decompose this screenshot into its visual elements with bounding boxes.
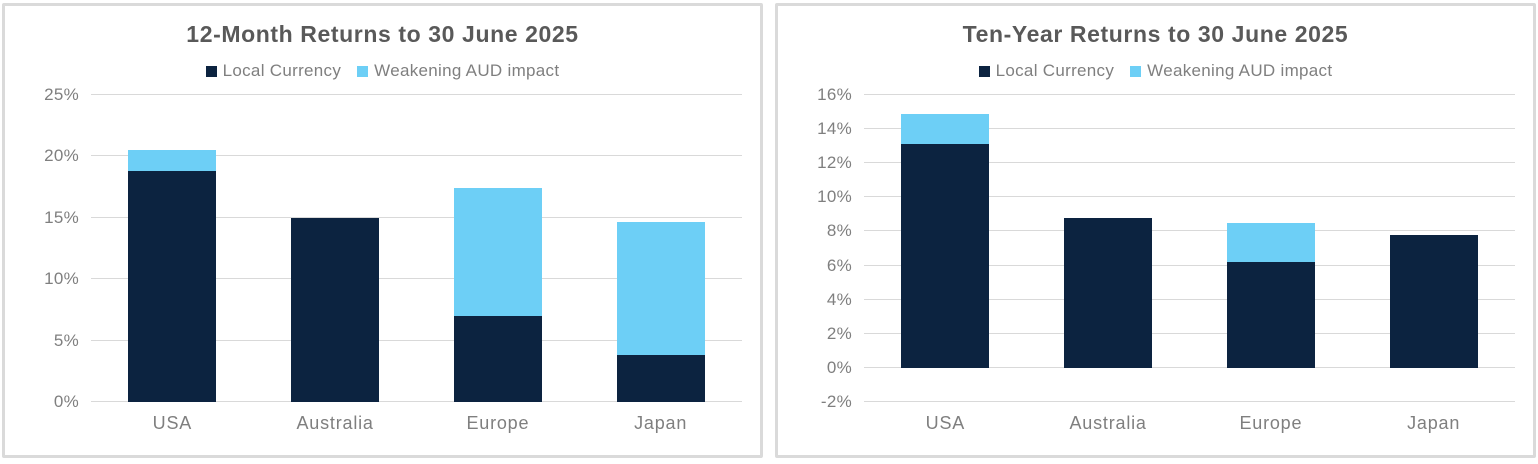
plot-grid: USA Australia Europe Japan: [864, 94, 1515, 433]
x-axis-category-label: USA: [925, 413, 966, 433]
gridline: [864, 401, 1515, 402]
x-axis-category-label: Europe: [1239, 413, 1303, 433]
local-currency-swatch-icon: [978, 65, 990, 77]
chart-title: Ten-Year Returns to 30 June 2025: [962, 21, 1349, 47]
bar-segment-weakening-aud-impact: [901, 113, 990, 145]
gridline: [91, 155, 742, 157]
bar-segment-weakening-aud-impact: [453, 188, 542, 317]
gridline: [91, 278, 742, 280]
y-axis-tick-label: 20%: [44, 146, 79, 166]
aud-impact-swatch-icon: [357, 65, 369, 77]
bar-segment-weakening-aud-impact: [616, 221, 705, 356]
y-axis-tick-label: 10%: [44, 269, 79, 289]
chart-title: 12-Month Returns to 30 June 2025: [186, 21, 579, 47]
legend-item-aud-impact: Weakening AUD impact: [357, 61, 559, 81]
bar-slot-australia: Australia: [254, 95, 417, 433]
y-axis-tick-label: 6%: [826, 255, 852, 275]
bar-segment-local-currency: [1064, 217, 1153, 368]
plot-area: -2% 0% 2% 4% 6% 8% 10% 12% 14% 16% USA Australia Eu…: [778, 85, 1515, 433]
gridline: [91, 94, 742, 95]
gridline: [864, 264, 1515, 266]
gridline: [864, 128, 1515, 130]
bar-segment-weakening-aud-impact: [128, 150, 217, 172]
legend-label-aud-impact: Weakening AUD impact: [374, 61, 560, 80]
bar-slot-japan: Japan: [579, 95, 742, 433]
y-axis-tick-label: 12%: [817, 153, 852, 173]
x-axis-category-label: Japan: [634, 413, 688, 433]
gridline: [864, 94, 1515, 95]
x-axis-category-label: USA: [152, 413, 193, 433]
bar-segment-local-currency: [616, 355, 705, 402]
y-axis-tick-label: 0%: [826, 357, 852, 377]
bar-slot-europe: Europe: [1190, 95, 1353, 433]
bar-segment-weakening-aud-impact: [1226, 222, 1315, 263]
y-axis-tick-label: 25%: [44, 85, 79, 104]
legend-item-local-currency: Local Currency: [978, 61, 1115, 81]
y-axis-labels: 0% 5% 10% 15% 20% 25%: [5, 85, 91, 411]
local-currency-swatch-icon: [205, 65, 217, 77]
gridline: [91, 339, 742, 341]
plot-grid: USA Australia Europe Japan: [91, 94, 742, 433]
bar-segment-local-currency: [128, 171, 217, 402]
bar-segment-local-currency: [901, 144, 990, 368]
chart-panel-12-month-returns: 12-Month Returns to 30 June 2025 Local C…: [2, 3, 763, 458]
bar-segment-local-currency: [453, 316, 542, 402]
chart-legend: Local Currency Weakening AUD impact: [5, 61, 760, 81]
y-axis-tick-label: 15%: [44, 207, 79, 227]
x-axis-category-label: Australia: [296, 413, 374, 433]
bar-slot-europe: Europe: [417, 95, 580, 433]
gridline: [91, 216, 742, 218]
y-axis-tick-label: 5%: [53, 330, 79, 350]
legend-label-local-currency: Local Currency: [222, 61, 342, 80]
y-axis-tick-label: -2%: [820, 392, 852, 411]
bar-slot-japan: Japan: [1352, 95, 1515, 433]
x-axis-category-label: Australia: [1069, 413, 1147, 433]
y-axis-tick-label: 14%: [817, 119, 852, 139]
gridline: [864, 162, 1515, 164]
chart-legend: Local Currency Weakening AUD impact: [778, 61, 1533, 81]
legend-label-local-currency: Local Currency: [995, 61, 1115, 80]
x-axis-category-label: Europe: [466, 413, 530, 433]
bar-slot-usa: USA: [864, 95, 1027, 433]
y-axis-labels: -2% 0% 2% 4% 6% 8% 10% 12% 14% 16%: [778, 85, 864, 411]
y-axis-tick-label: 8%: [826, 221, 852, 241]
x-axis-category-label: Japan: [1407, 413, 1461, 433]
chart-panel-ten-year-returns: Ten-Year Returns to 30 June 2025 Local C…: [775, 3, 1536, 458]
y-axis-tick-label: 2%: [826, 323, 852, 343]
y-axis-tick-label: 0%: [53, 392, 79, 411]
bar-segment-local-currency: [291, 217, 380, 402]
gridline: [864, 298, 1515, 300]
y-axis-tick-label: 10%: [817, 187, 852, 207]
gridline: [864, 196, 1515, 198]
aud-impact-swatch-icon: [1130, 65, 1142, 77]
gridline: [864, 230, 1515, 232]
y-axis-tick-label: 16%: [817, 85, 852, 104]
y-axis-tick-label: 4%: [826, 289, 852, 309]
legend-item-local-currency: Local Currency: [205, 61, 342, 81]
gridline: [91, 401, 742, 402]
bar-segment-local-currency: [1226, 262, 1315, 368]
bar-slot-usa: USA: [91, 95, 254, 433]
legend-label-aud-impact: Weakening AUD impact: [1147, 61, 1333, 80]
gridline: [864, 332, 1515, 334]
bar-segment-local-currency: [1389, 234, 1478, 368]
plot-area: 0% 5% 10% 15% 20% 25% USA Australia Europe Japan: [5, 85, 742, 433]
bar-slot-australia: Australia: [1027, 95, 1190, 433]
legend-item-aud-impact: Weakening AUD impact: [1130, 61, 1332, 81]
gridline: [864, 366, 1515, 368]
